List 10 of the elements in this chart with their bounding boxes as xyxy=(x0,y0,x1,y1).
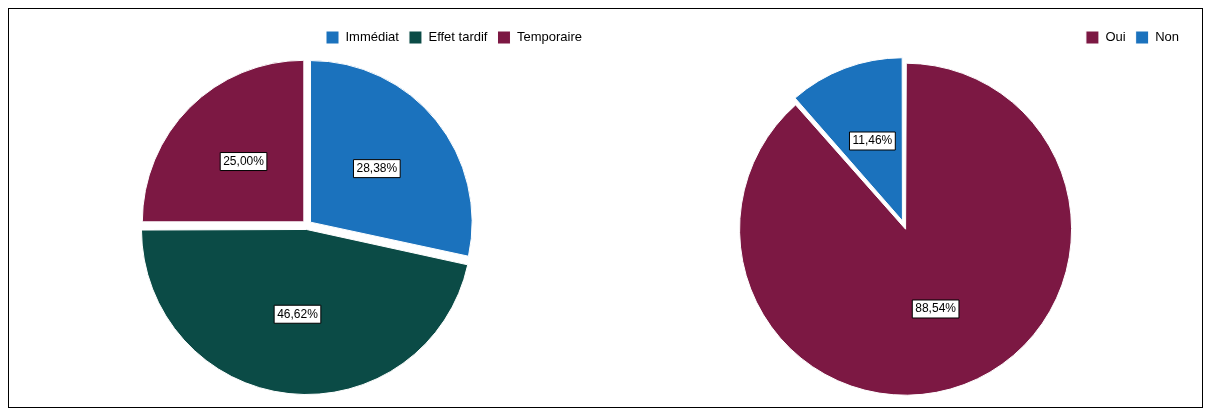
legend-label: Immédiat xyxy=(345,28,400,44)
data-label: 88,54% xyxy=(915,300,957,315)
legend-label: Oui xyxy=(1105,28,1126,44)
data-label: 28,38% xyxy=(356,160,398,175)
data-label: 25,00% xyxy=(223,153,265,168)
data-label: 11,46% xyxy=(852,132,893,147)
legend-label: Effet tardif xyxy=(428,28,489,44)
legend-label: Non xyxy=(1154,28,1179,44)
legend-label: Temporaire xyxy=(517,28,583,44)
data-label: 46,62% xyxy=(277,306,319,321)
